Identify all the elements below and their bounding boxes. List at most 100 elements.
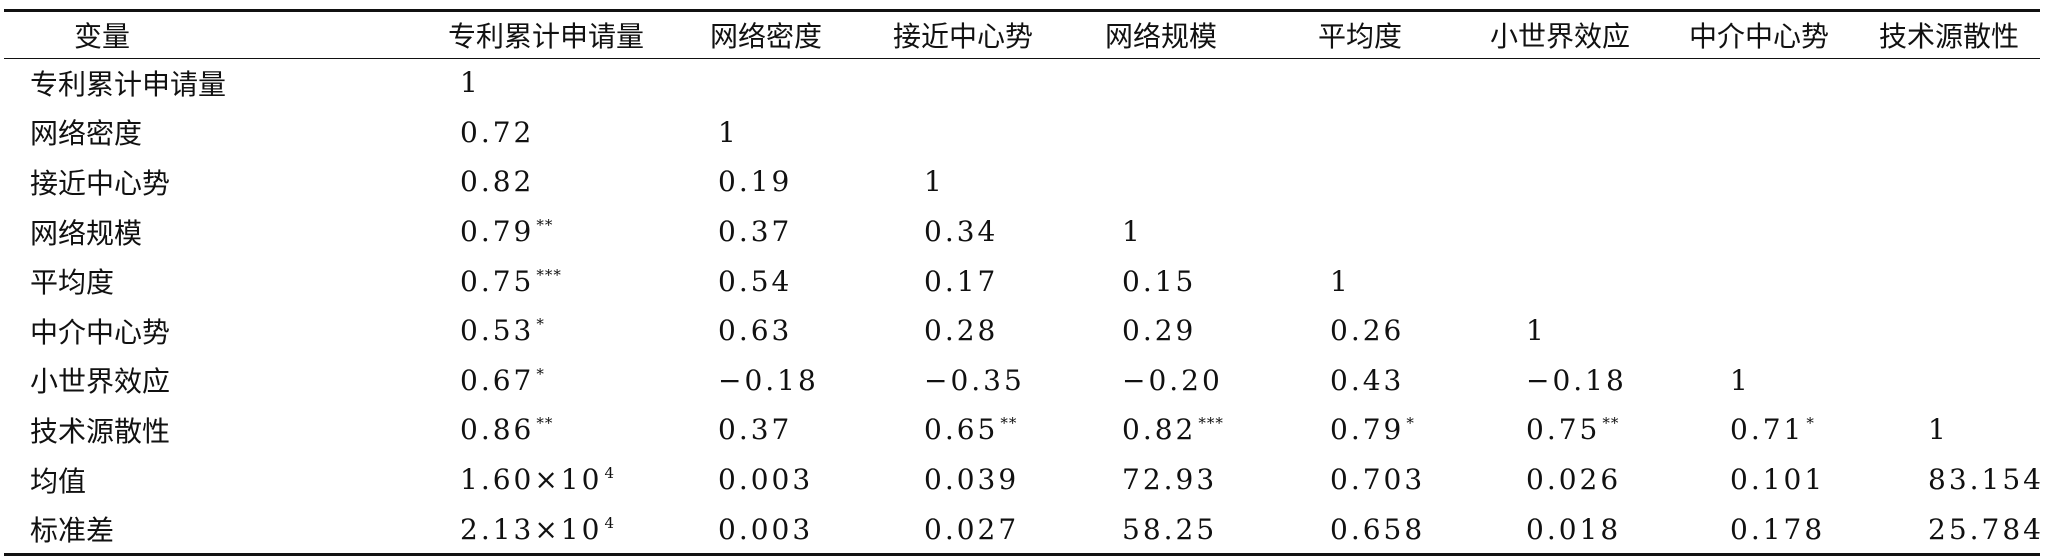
- table-cell: [1260, 157, 1460, 207]
- table-cell: 1: [1062, 207, 1260, 257]
- cell-value: 0.37: [718, 413, 793, 447]
- cell-value: 1: [1330, 264, 1351, 298]
- table-cell: [1460, 207, 1660, 257]
- cell-value: −0.18: [1526, 363, 1627, 397]
- cell-superscript: **: [1000, 414, 1018, 433]
- cell-superscript: **: [1602, 414, 1620, 433]
- table-cell: 0.53 *: [424, 306, 668, 356]
- cell-value: 0.37: [718, 215, 793, 249]
- header-cell: 小世界效应: [1489, 20, 1630, 53]
- table-cell: [1858, 108, 2040, 158]
- table-cell: 1: [1260, 256, 1460, 306]
- table-row: 标准差 2.13×10 4 0.003 0.027 58.25 0.658 0.018 0.17…: [4, 504, 2041, 554]
- table-cell: [1062, 108, 1260, 158]
- table-top-rule: [4, 9, 2040, 12]
- cell-superscript: *: [1806, 414, 1815, 433]
- cell-value: 72.93: [1122, 463, 1218, 497]
- correlation-table: 变量 专利累计申请量 网络密度 接近中心势 网络规模 平均度 小世界效应 中介中…: [4, 12, 2041, 554]
- cell-value: −0.35: [924, 363, 1025, 397]
- table-row: 专利累计申请量 1: [4, 58, 2040, 108]
- header-cell: 平均度: [1317, 20, 1402, 53]
- row-label: 技术源散性: [30, 414, 171, 448]
- cell-value: 0.63: [718, 314, 793, 348]
- table-cell: 0.65 **: [864, 405, 1062, 455]
- cell-value: 1.60×10: [460, 463, 603, 497]
- cell-value: 0.28: [924, 314, 999, 348]
- cell-value: 1: [1526, 314, 1547, 348]
- table-cell: [1660, 207, 1858, 257]
- table-cell: [1660, 256, 1858, 306]
- header-cell: 网络密度: [709, 20, 822, 53]
- table-cell: 25.784: [1858, 504, 2041, 554]
- cell-value: 0.75: [460, 264, 535, 298]
- table-cell: [1660, 306, 1858, 356]
- cell-value: 0.82: [460, 165, 535, 199]
- table-cell: [1460, 58, 1660, 108]
- table-cell: [1858, 256, 2040, 306]
- table-row: 平均度 0.75 *** 0.54 0.17 0.15 1: [4, 256, 2040, 306]
- header-cell: 中介中心势: [1688, 20, 1829, 53]
- cell-value: 0.178: [1730, 512, 1826, 546]
- table-cell: 0.82 ***: [1062, 405, 1260, 455]
- cell-value: 0.71: [1730, 413, 1805, 447]
- cell-superscript: *: [536, 315, 545, 334]
- table-cell: 83.154: [1858, 455, 2041, 505]
- cell-value: −0.20: [1122, 363, 1223, 397]
- table-cell: 1: [424, 58, 668, 108]
- table-cell: 0.75 **: [1460, 405, 1660, 455]
- table-cell: 0.63: [668, 306, 864, 356]
- cell-superscript: **: [536, 216, 554, 235]
- table-cell: [1660, 58, 1858, 108]
- table-cell: 2.13×10 4: [424, 504, 668, 554]
- cell-value: 1: [924, 165, 945, 199]
- table-row: 中介中心势 0.53 * 0.63 0.28 0.29 0.26 1: [4, 306, 2040, 356]
- table-bottom-rule: [4, 553, 2040, 556]
- table-cell: 0.75 ***: [424, 256, 668, 306]
- table-cell: [1260, 108, 1460, 158]
- cell-value: 0.026: [1526, 463, 1622, 497]
- row-label: 小世界效应: [30, 365, 171, 399]
- table-cell: −0.18: [1460, 356, 1660, 406]
- table-cell: [1260, 207, 1460, 257]
- table-cell: [1858, 58, 2040, 108]
- table-cell: −0.20: [1062, 356, 1260, 406]
- table-row: 小世界效应 0.67 * −0.18 −0.35 −0.20 0.43 −0.18 1: [4, 356, 2040, 406]
- table-cell: 1.60×10 4: [424, 455, 668, 505]
- table-cell: 0.28: [864, 306, 1062, 356]
- table-row: 网络密度 0.72 1: [4, 108, 2040, 158]
- table-cell: 0.19: [668, 157, 864, 207]
- table-header-row: 变量 专利累计申请量 网络密度 接近中心势 网络规模 平均度 小世界效应 中介中…: [4, 12, 2040, 58]
- table-cell: 0.34: [864, 207, 1062, 257]
- header-cell: 接近中心势: [892, 20, 1033, 53]
- cell-value: 0.79: [460, 215, 535, 249]
- table-cell: 0.29: [1062, 306, 1260, 356]
- table-cell: 0.039: [864, 455, 1062, 505]
- table-cell: 1: [1858, 405, 2040, 455]
- table-cell: 1: [668, 108, 864, 158]
- cell-value: 25.784: [1928, 512, 2044, 546]
- row-label: 平均度: [30, 266, 115, 300]
- cell-value: 0.79: [1330, 413, 1405, 447]
- cell-value: 0.72: [460, 115, 535, 149]
- table-cell: [1062, 58, 1260, 108]
- row-label: 均值: [30, 464, 87, 498]
- table-cell: 0.003: [668, 455, 864, 505]
- cell-value: 0.53: [460, 314, 535, 348]
- table-cell: [864, 108, 1062, 158]
- table-cell: 58.25: [1062, 504, 1260, 554]
- table-cell: 0.86 **: [424, 405, 668, 455]
- cell-value: 0.003: [718, 512, 814, 546]
- table-cell: [864, 58, 1062, 108]
- table-cell: [1062, 157, 1260, 207]
- cell-value: 0.34: [924, 215, 999, 249]
- cell-value: 0.29: [1122, 314, 1197, 348]
- cell-value: 0.039: [924, 463, 1020, 497]
- table-row: 接近中心势 0.82 0.19 1: [4, 157, 2040, 207]
- table-cell: 0.018: [1460, 504, 1660, 554]
- cell-superscript: ***: [1198, 414, 1224, 433]
- cell-value: 0.65: [924, 413, 999, 447]
- table-cell: [1858, 207, 2040, 257]
- cell-value: 0.101: [1730, 463, 1826, 497]
- table-cell: 0.79 **: [424, 207, 668, 257]
- cell-value: 2.13×10: [460, 512, 603, 546]
